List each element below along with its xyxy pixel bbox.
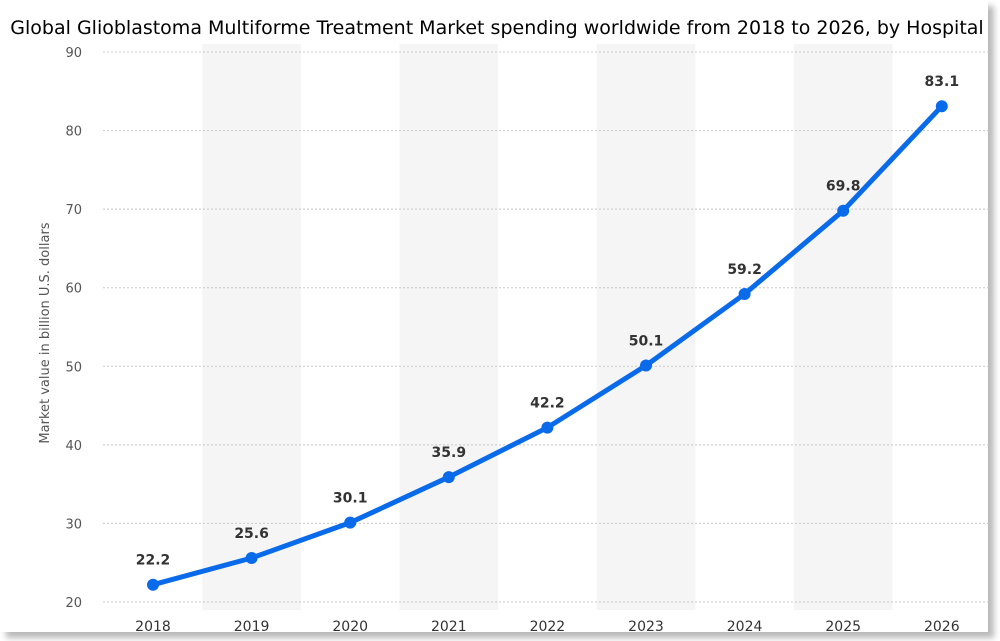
column-band [793, 44, 893, 610]
data-point [837, 204, 850, 217]
data-point [344, 516, 357, 529]
data-point [541, 421, 554, 434]
y-tick-label: 90 [65, 46, 82, 61]
x-tick-label: 2021 [431, 619, 467, 635]
data-label: 42.2 [530, 396, 565, 412]
chart-title: Global Glioblastoma Multiforme Treatment… [10, 17, 984, 39]
data-point [935, 100, 948, 113]
data-label: 25.6 [234, 526, 269, 542]
column-band [596, 44, 696, 610]
data-label: 22.2 [136, 553, 171, 569]
data-point [640, 359, 652, 372]
data-labels: 22.2 25.6 30.1 35.9 42.2 50.1 59.2 69.8 83.1 [136, 74, 959, 569]
data-point [147, 578, 159, 591]
data-label: 30.1 [333, 491, 368, 507]
column-band [399, 44, 499, 610]
x-tick-label: 2025 [825, 619, 861, 635]
column-bands [202, 44, 893, 610]
y-tick-label: 30 [65, 517, 82, 532]
data-label: 83.1 [925, 74, 960, 90]
y-tick-label: 80 [65, 125, 82, 140]
x-tick-label: 2022 [530, 619, 566, 635]
y-tick-label: 50 [65, 360, 82, 375]
data-label: 59.2 [727, 262, 762, 278]
data-label: 35.9 [432, 445, 467, 461]
data-point [245, 552, 258, 564]
y-tick-label: 60 [65, 282, 82, 297]
data-label: 50.1 [629, 334, 664, 350]
x-tick-label: 2024 [727, 619, 763, 635]
x-tick-label: 2023 [628, 619, 664, 635]
y-tick-label: 40 [65, 439, 82, 454]
y-axis-ticks: 20 30 40 50 60 70 80 90 [65, 46, 82, 611]
x-tick-label: 2026 [924, 619, 960, 635]
column-band [202, 44, 301, 610]
y-axis-label: Market value in billion U.S. dollars [38, 222, 53, 443]
y-tick-label: 70 [65, 203, 82, 218]
y-tick-label: 20 [65, 596, 82, 611]
data-points [147, 100, 948, 591]
x-axis-ticks: 2018 2019 2020 2021 2022 2023 2024 2025 2026 [135, 619, 960, 635]
data-point [738, 288, 751, 300]
data-label: 69.8 [826, 179, 861, 195]
x-tick-label: 2018 [135, 619, 171, 635]
x-tick-label: 2020 [332, 619, 368, 635]
x-tick-label: 2019 [234, 619, 270, 635]
data-point [442, 471, 455, 484]
